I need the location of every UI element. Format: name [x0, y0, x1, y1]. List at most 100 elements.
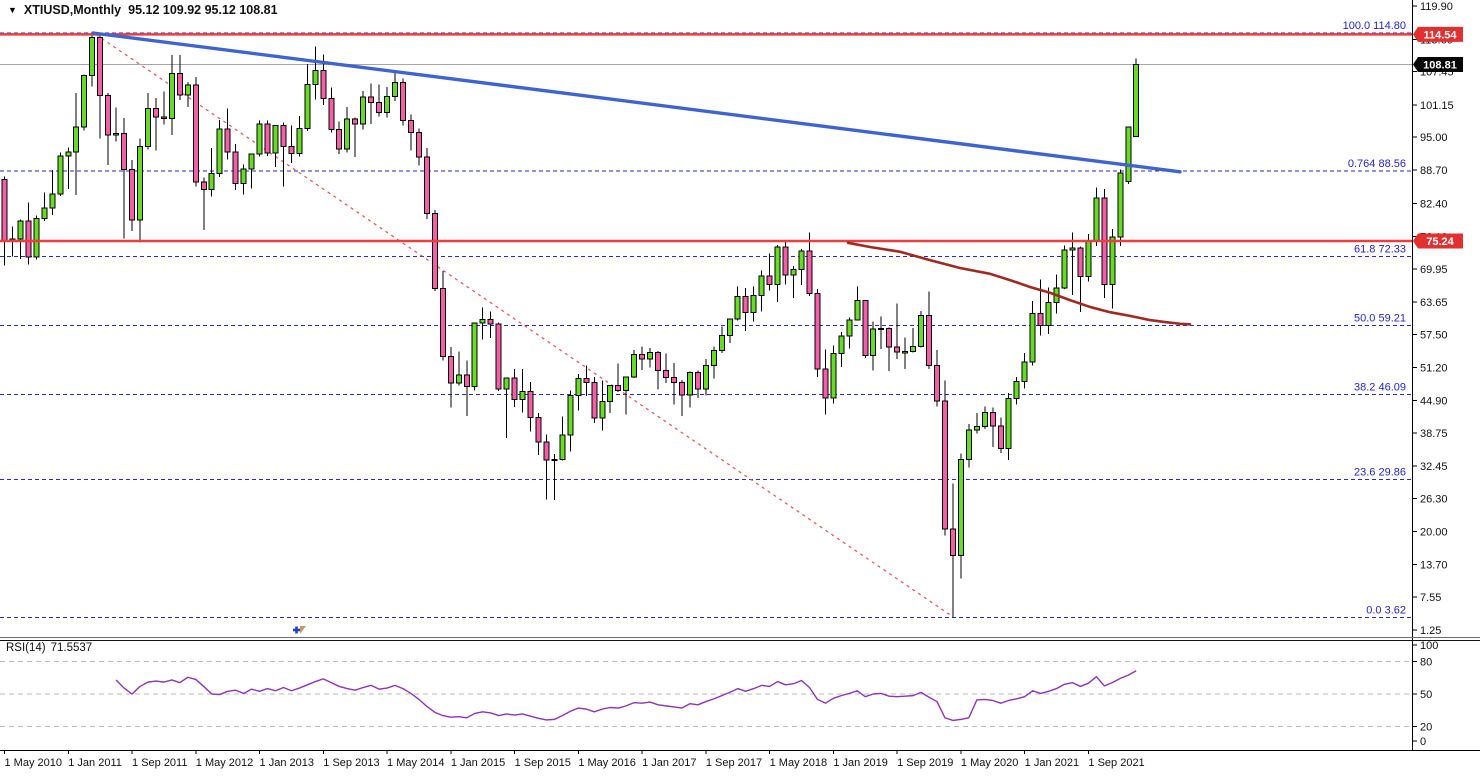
candle-body	[838, 335, 845, 355]
price-tick-label: 32.45	[1420, 461, 1448, 473]
candle-body	[352, 118, 359, 125]
time-tick-label: 1 May 2018	[770, 757, 827, 769]
candle-body	[479, 319, 486, 324]
rsi-axis[interactable]: 100 80 50 20 0	[1412, 640, 1438, 748]
candle-body	[894, 346, 901, 353]
time-tick-label: 1 May 2016	[578, 757, 635, 769]
candle-body	[886, 327, 893, 348]
price-axis[interactable]: 119.90113.60107.45101.1595.0088.7082.407…	[1412, 0, 1463, 750]
candle-body	[878, 327, 885, 331]
candle-body	[248, 153, 255, 170]
candle-body	[168, 72, 175, 120]
candle-body	[136, 146, 143, 221]
candle-body	[73, 126, 80, 153]
symbol-dropdown-icon[interactable]: ▼	[8, 4, 17, 15]
price-tick-label: 119.90	[1420, 1, 1453, 13]
candle-body	[718, 334, 725, 352]
time-tick-label: 1 Jan 2013	[260, 757, 314, 769]
candle-body	[710, 350, 717, 366]
candle-body	[806, 250, 813, 294]
candle-body	[694, 372, 701, 390]
candle-body	[463, 374, 470, 387]
candle-body	[431, 212, 438, 290]
price-tick-label: 51.20	[1420, 362, 1448, 374]
candle-body	[973, 425, 980, 431]
time-tick-label: 1 Jan 2017	[642, 757, 696, 769]
chart-marker-icon[interactable]	[293, 626, 306, 634]
candle-body	[264, 123, 271, 154]
candle-body	[774, 246, 781, 285]
time-axis[interactable]: 1 May 2010 1 Jan 2011 1 Sep 2011 1 May 2012…	[0, 750, 1480, 769]
price-tick-label: 44.90	[1420, 396, 1448, 408]
candle-body	[81, 75, 88, 128]
price-tick-label: 26.30	[1420, 493, 1448, 505]
candle-body	[113, 132, 120, 136]
time-tick-label: 1 Jan 2019	[833, 757, 887, 769]
candle-body	[623, 376, 630, 392]
marker-flag	[300, 626, 306, 634]
candle-body	[870, 328, 877, 356]
candle-body	[1133, 63, 1140, 137]
candle-body	[989, 412, 996, 427]
descending-trendline[interactable]	[91, 31, 1182, 174]
candle-body	[782, 246, 789, 276]
candle-body	[272, 125, 279, 154]
candle-body	[423, 156, 430, 214]
candle-body	[1061, 249, 1068, 289]
candle-body	[439, 288, 446, 357]
time-tick-label: 1 May 2012	[196, 757, 253, 769]
candle-body	[447, 355, 454, 384]
pane-splitter[interactable]	[0, 637, 1480, 641]
candle-body	[1077, 247, 1084, 277]
rsi-indicator-caption: RSI(14) 71.5537	[6, 642, 97, 654]
candle-body	[471, 322, 478, 387]
time-tick-label: 1 Sep 2013	[323, 757, 379, 769]
rsi-tick-label: 50	[1420, 689, 1432, 701]
candle-body	[129, 169, 136, 221]
candle-body	[1029, 312, 1036, 363]
candle-body	[368, 96, 375, 103]
price-badge-label: 75.24	[1426, 236, 1454, 248]
candle-body	[702, 364, 709, 390]
candle-body	[392, 81, 399, 98]
candle-body	[742, 295, 749, 314]
rsi-gridlines	[0, 661, 1412, 727]
candle-body	[328, 98, 335, 131]
candle-body	[686, 372, 693, 396]
candle-body	[997, 425, 1004, 449]
candle-body	[854, 300, 861, 321]
candle-body	[607, 384, 614, 403]
candle-body	[599, 401, 606, 419]
candle-body	[631, 353, 638, 378]
candle-body	[1117, 172, 1124, 238]
candle-body	[312, 69, 319, 86]
candle-body	[344, 118, 351, 150]
candle-body	[49, 193, 56, 209]
candle-body	[663, 370, 670, 378]
candle-body	[918, 314, 925, 347]
candle-body	[160, 116, 167, 120]
candle-body	[176, 72, 183, 96]
time-tick-label: 1 May 2020	[961, 757, 1018, 769]
candle-body	[941, 400, 948, 530]
fib-level-label: 50.0 59.21	[1354, 312, 1406, 324]
candle-body	[591, 382, 598, 419]
rsi-line[interactable]	[115, 670, 1137, 722]
chart-title: ▼ XTIUSD,Monthly 95.12 109.92 95.12 108.…	[8, 3, 278, 17]
candle-body	[256, 123, 263, 155]
descending-dashed-trendline[interactable]	[95, 34, 953, 617]
candle-body	[575, 377, 582, 396]
price-tick-label: 38.75	[1420, 428, 1448, 440]
candle-body	[1125, 126, 1132, 182]
fib-level-label: 0.0 3.62	[1366, 605, 1406, 617]
candle-body	[25, 220, 32, 258]
candle-body	[559, 434, 566, 460]
fib-level-label: 38.2 46.09	[1354, 381, 1406, 393]
moving-average-line[interactable]	[846, 241, 1192, 326]
candle-body	[376, 101, 383, 113]
candle-body	[288, 146, 295, 154]
red-horizontal-lines[interactable]	[0, 33, 1412, 243]
candle-body	[296, 128, 303, 154]
candle-body	[41, 207, 48, 220]
